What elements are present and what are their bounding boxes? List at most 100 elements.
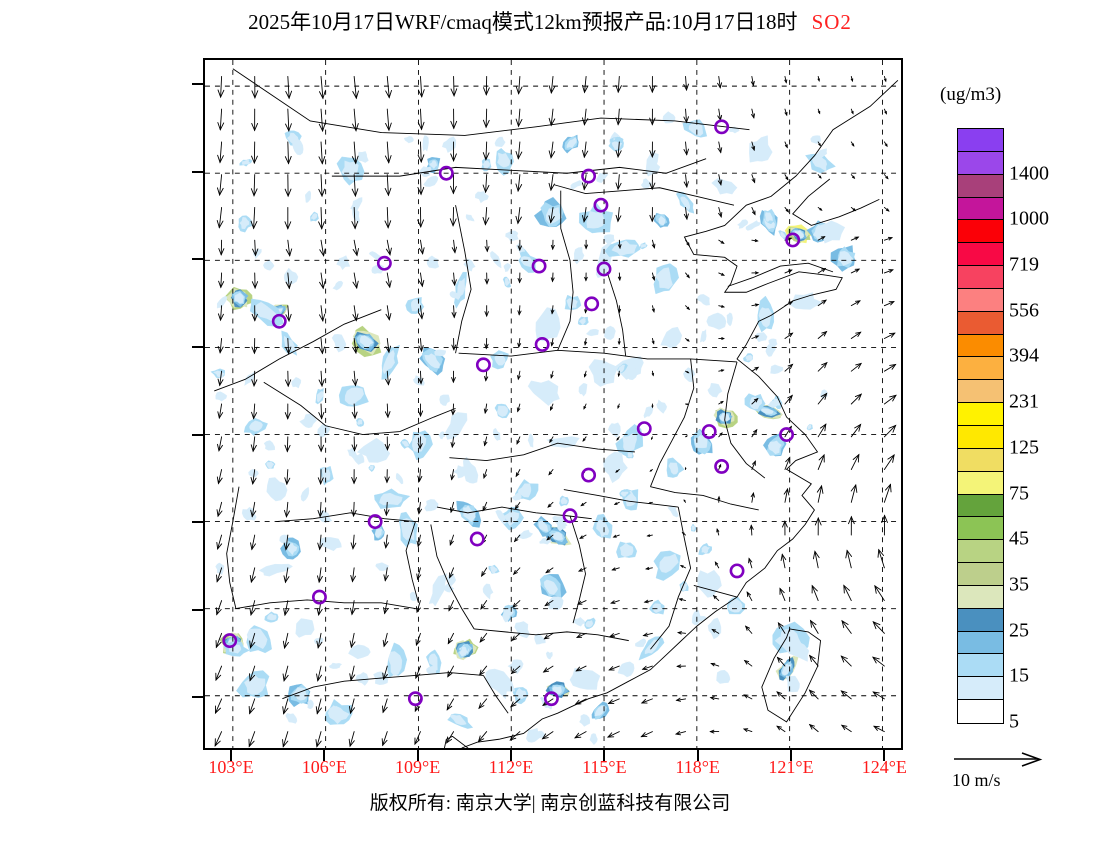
colorbar-tick-label: 1000 <box>1009 207 1049 230</box>
colorbar-band-9 <box>958 334 1003 358</box>
city-marker <box>584 296 600 312</box>
colorbar-band-4 <box>958 220 1003 244</box>
city-marker <box>729 563 745 579</box>
colorbar-band-22 <box>958 631 1003 655</box>
title-species-label: SO2 <box>811 10 852 34</box>
colorbar-band-3 <box>958 197 1003 221</box>
copyright-footer: 版权所有: 南京大学| 南京创蓝科技有限公司 <box>0 788 1100 815</box>
city-marker <box>593 197 609 213</box>
colorbar-tick-label: 35 <box>1009 573 1029 596</box>
wind-vector-layer <box>214 75 897 748</box>
colorbar-tick-label: 15 <box>1009 664 1029 687</box>
city-marker <box>407 691 423 707</box>
longitude-tick-mark <box>230 750 232 761</box>
colorbar-band-12 <box>958 403 1003 426</box>
concentration-layer <box>210 111 856 746</box>
colorbar-band-23 <box>958 654 1003 678</box>
chart-title: 2025年10月17日WRF/cmaq模式12km预报产品:10月17日18时 S… <box>0 6 1100 36</box>
city-marker <box>785 232 801 248</box>
colorbar-tick-label: 125 <box>1009 436 1039 459</box>
city-marker <box>311 589 327 605</box>
city-marker <box>714 458 730 474</box>
city-marker <box>701 424 717 439</box>
colorbar-band-13 <box>958 425 1003 449</box>
longitude-tick-mark <box>883 750 886 761</box>
colorbar-band-14 <box>958 448 1003 472</box>
colorbar-tick-label: 5 <box>1009 710 1019 733</box>
colorbar-band-6 <box>958 266 1003 289</box>
map-canvas <box>205 60 901 748</box>
wind-reference-arrow <box>954 752 1043 767</box>
forecast-map[interactable] <box>203 58 903 750</box>
colorbar-band-24 <box>958 677 1003 701</box>
city-marker <box>596 261 612 277</box>
wind-scale-label: 10 m/s <box>952 770 1001 790</box>
longitude-tick-label: 121°E <box>768 757 814 777</box>
latitude-tick-mark <box>192 608 203 611</box>
colorbar-band-16 <box>958 494 1003 518</box>
longitude-tick-label: 109°E <box>395 757 441 777</box>
longitude-tick-label: 118°E <box>675 757 720 777</box>
city-marker <box>636 421 652 437</box>
colorbar[interactable] <box>957 128 1004 724</box>
latitude-tick-mark <box>192 346 203 349</box>
city-marker <box>534 336 550 352</box>
longitude-tick-mark <box>696 750 699 761</box>
colorbar-tick-label: 556 <box>1009 299 1039 322</box>
latitude-tick-mark <box>192 258 203 261</box>
colorbar-band-2 <box>958 174 1003 198</box>
city-marker <box>581 168 597 184</box>
colorbar-band-10 <box>958 357 1003 381</box>
colorbar-band-8 <box>958 311 1003 335</box>
longitude-tick-label: 112°E <box>488 757 534 777</box>
longitude-tick-mark <box>510 750 512 761</box>
graticule-layer <box>205 60 901 748</box>
longitude-tick-label: 115°E <box>582 757 627 777</box>
colorbar-tick-label: 75 <box>1009 482 1029 505</box>
city-marker <box>222 633 238 649</box>
city-marker <box>531 258 547 274</box>
copyright-text: 版权所有: 南京大学| 南京创蓝科技有限公司 <box>369 793 731 814</box>
longitude-tick-label: 106°E <box>301 757 347 777</box>
colorbar-tick-label: 719 <box>1009 253 1039 276</box>
colorbar-tick-label: 45 <box>1009 527 1029 550</box>
colorbar-band-19 <box>958 563 1003 586</box>
latitude-tick-mark <box>192 696 203 699</box>
longitude-tick-label: 124°E <box>861 757 907 777</box>
city-marker <box>469 531 485 547</box>
latitude-tick-mark <box>192 433 203 436</box>
city-marker <box>714 119 730 135</box>
longitude-tick-mark <box>416 750 419 761</box>
city-marker <box>562 508 578 524</box>
city-marker-layer <box>222 119 801 707</box>
colorbar-tick-label: 231 <box>1009 390 1039 413</box>
colorbar-band-11 <box>958 380 1003 404</box>
latitude-tick-mark <box>192 521 203 524</box>
colorbar-units-label: (ug/m3) <box>940 84 1002 105</box>
longitude-tick-mark <box>603 750 606 761</box>
title-main-text: 2025年10月17日WRF/cmaq模式12km预报产品:10月17日18时 <box>248 10 798 34</box>
longitude-tick-mark <box>323 750 326 761</box>
city-marker <box>438 165 454 181</box>
city-marker <box>543 691 559 707</box>
city-marker <box>367 514 383 530</box>
colorbar-band-20 <box>958 585 1003 609</box>
colorbar-band-5 <box>958 243 1003 267</box>
city-marker <box>376 255 392 271</box>
latitude-tick-mark <box>192 83 203 86</box>
colorbar-band-21 <box>958 608 1003 632</box>
colorbar-band-0 <box>958 129 1003 152</box>
colorbar-band-18 <box>958 540 1003 564</box>
colorbar-band-25 <box>958 700 1003 723</box>
city-marker <box>779 427 795 442</box>
colorbar-tick-label: 394 <box>1009 344 1039 367</box>
city-marker <box>581 467 597 483</box>
colorbar-band-1 <box>958 151 1003 175</box>
latitude-tick-mark <box>192 170 203 173</box>
colorbar-tick-label: 1400 <box>1009 162 1049 185</box>
city-marker <box>271 313 287 329</box>
longitude-tick-mark <box>790 750 792 761</box>
city-marker <box>475 357 491 373</box>
colorbar-band-17 <box>958 517 1003 541</box>
colorbar-tick-label: 25 <box>1009 619 1029 642</box>
